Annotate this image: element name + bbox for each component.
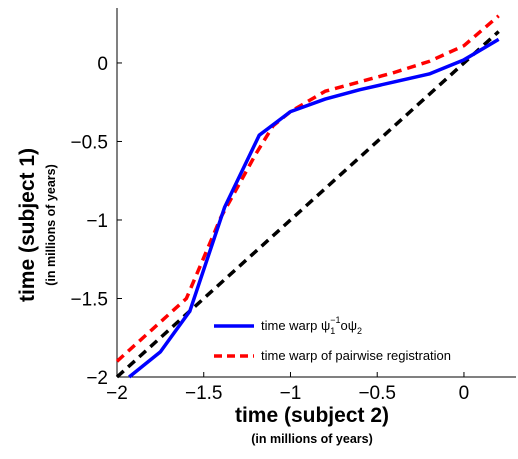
y-tick-label: −1 <box>86 211 108 232</box>
y-tick-label: 0 <box>97 54 108 75</box>
x-tick-label: −2 <box>106 383 128 404</box>
blue-solid-warp-line <box>128 37 500 379</box>
legend-label-red: time warp of pairwise registration <box>261 348 451 363</box>
x-tick-label: −1.5 <box>185 383 223 404</box>
y-ticks: −2 −1.5 −1 −0.5 0 <box>70 54 122 389</box>
x-tick-label: 0 <box>459 383 470 404</box>
x-axis-subtitle: (in millions of years) <box>251 432 373 446</box>
y-tick-label: −2 <box>86 368 108 389</box>
y-tick-label: −0.5 <box>70 132 108 153</box>
axes <box>116 8 516 378</box>
y-axis-subtitle: (in millions of years) <box>44 164 58 286</box>
black-dashed-identity-line <box>115 30 500 379</box>
x-tick-label: −1 <box>280 383 302 404</box>
red-dashed-pairwise-line <box>115 14 500 363</box>
x-axis-title: time (subject 2) <box>235 404 389 427</box>
legend: time warp ψ1−1oψ2 time warp of pairwise … <box>214 315 451 363</box>
y-axis-title: time (subject 1) <box>16 148 39 302</box>
y-tick-label: −1.5 <box>70 289 108 310</box>
series <box>115 14 500 379</box>
x-ticks: −2 −1.5 −1 −0.5 0 <box>106 372 469 404</box>
legend-label-blue: time warp ψ1−1oψ2 <box>261 315 362 336</box>
x-tick-label: −0.5 <box>358 383 396 404</box>
